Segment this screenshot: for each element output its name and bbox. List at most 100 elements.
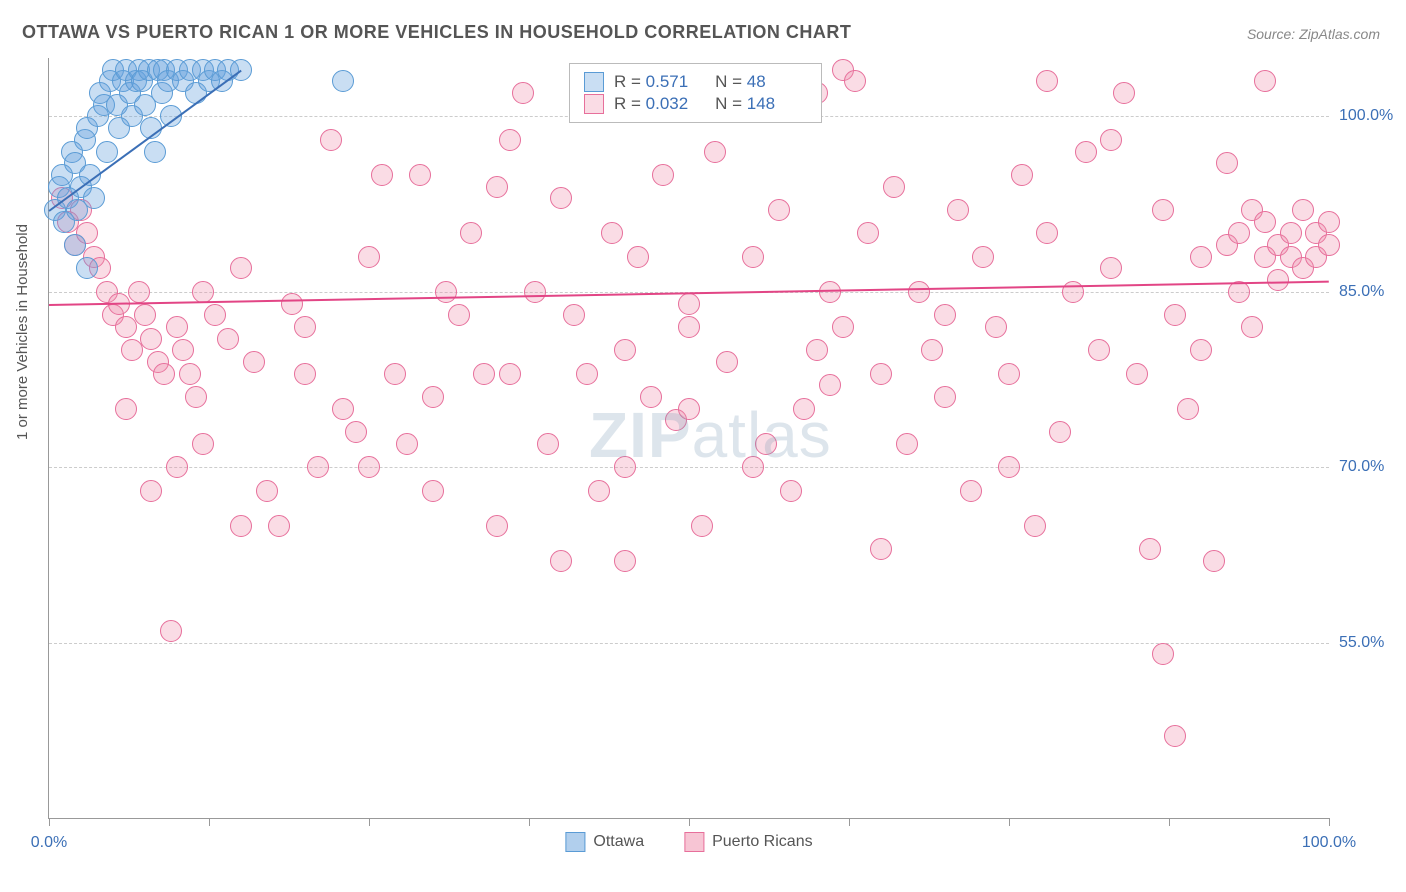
stats-legend-box: R = 0.571 N = 48R = 0.032 N = 148 bbox=[569, 63, 822, 123]
data-point bbox=[832, 316, 854, 338]
data-point bbox=[192, 281, 214, 303]
data-point bbox=[185, 386, 207, 408]
data-point bbox=[332, 398, 354, 420]
data-point bbox=[934, 304, 956, 326]
data-point bbox=[473, 363, 495, 385]
x-tick-label: 100.0% bbox=[1302, 834, 1356, 852]
data-point bbox=[1241, 316, 1263, 338]
data-point bbox=[627, 246, 649, 268]
data-point bbox=[192, 433, 214, 455]
data-point bbox=[358, 456, 380, 478]
legend-swatch bbox=[584, 72, 604, 92]
data-point bbox=[614, 550, 636, 572]
legend-swatch bbox=[565, 832, 585, 852]
data-point bbox=[588, 480, 610, 502]
data-point bbox=[160, 620, 182, 642]
data-point bbox=[883, 176, 905, 198]
data-point bbox=[601, 222, 623, 244]
data-point bbox=[806, 339, 828, 361]
data-point bbox=[179, 363, 201, 385]
data-point bbox=[499, 363, 521, 385]
data-point bbox=[166, 456, 188, 478]
data-point bbox=[1126, 363, 1148, 385]
data-point bbox=[755, 433, 777, 455]
data-point bbox=[371, 164, 393, 186]
legend-swatch bbox=[584, 94, 604, 114]
legend-item: Ottawa bbox=[565, 832, 644, 852]
data-point bbox=[1152, 643, 1174, 665]
stats-row: R = 0.571 N = 48 bbox=[584, 72, 807, 92]
data-point bbox=[172, 339, 194, 361]
data-point bbox=[1190, 339, 1212, 361]
data-point bbox=[1024, 515, 1046, 537]
data-point bbox=[614, 339, 636, 361]
x-tick bbox=[209, 818, 210, 826]
data-point bbox=[1100, 257, 1122, 279]
data-point bbox=[217, 328, 239, 350]
data-point bbox=[486, 515, 508, 537]
stats-text: R = 0.571 N = 48 bbox=[614, 72, 807, 92]
data-point bbox=[230, 515, 252, 537]
data-point bbox=[716, 351, 738, 373]
data-point bbox=[140, 328, 162, 350]
data-point bbox=[844, 70, 866, 92]
data-point bbox=[934, 386, 956, 408]
data-point bbox=[1011, 164, 1033, 186]
data-point bbox=[1049, 421, 1071, 443]
data-point bbox=[396, 433, 418, 455]
data-point bbox=[409, 164, 431, 186]
data-point bbox=[486, 176, 508, 198]
x-tick bbox=[849, 818, 850, 826]
data-point bbox=[857, 222, 879, 244]
data-point bbox=[166, 316, 188, 338]
data-point bbox=[320, 129, 342, 151]
data-point bbox=[435, 281, 457, 303]
data-point bbox=[1139, 538, 1161, 560]
data-point bbox=[921, 339, 943, 361]
x-tick bbox=[1009, 818, 1010, 826]
data-point bbox=[460, 222, 482, 244]
data-point bbox=[115, 316, 137, 338]
data-point bbox=[576, 363, 598, 385]
data-point bbox=[1292, 199, 1314, 221]
data-point bbox=[678, 398, 700, 420]
y-tick-label: 55.0% bbox=[1339, 634, 1399, 652]
data-point bbox=[134, 304, 156, 326]
data-point bbox=[640, 386, 662, 408]
data-point bbox=[1036, 222, 1058, 244]
data-point bbox=[345, 421, 367, 443]
data-point bbox=[422, 480, 444, 502]
data-point bbox=[332, 70, 354, 92]
data-point bbox=[537, 433, 559, 455]
data-point bbox=[83, 187, 105, 209]
legend-label: Ottawa bbox=[593, 833, 644, 851]
data-point bbox=[1088, 339, 1110, 361]
data-point bbox=[1254, 70, 1276, 92]
data-point bbox=[1216, 152, 1238, 174]
data-point bbox=[870, 363, 892, 385]
data-point bbox=[76, 257, 98, 279]
data-point bbox=[896, 433, 918, 455]
data-point bbox=[563, 304, 585, 326]
data-point bbox=[793, 398, 815, 420]
x-tick bbox=[1169, 818, 1170, 826]
x-tick bbox=[529, 818, 530, 826]
data-point bbox=[768, 199, 790, 221]
x-tick bbox=[369, 818, 370, 826]
y-tick-label: 100.0% bbox=[1339, 107, 1399, 125]
data-point bbox=[128, 281, 150, 303]
data-point bbox=[121, 339, 143, 361]
data-point bbox=[499, 129, 521, 151]
data-point bbox=[742, 246, 764, 268]
data-point bbox=[652, 164, 674, 186]
data-point bbox=[144, 141, 166, 163]
stats-row: R = 0.032 N = 148 bbox=[584, 94, 807, 114]
data-point bbox=[384, 363, 406, 385]
legend-label: Puerto Ricans bbox=[712, 833, 813, 851]
legend-swatch bbox=[684, 832, 704, 852]
data-point bbox=[870, 538, 892, 560]
legend-item: Puerto Ricans bbox=[684, 832, 813, 852]
data-point bbox=[140, 480, 162, 502]
x-tick bbox=[1329, 818, 1330, 826]
data-point bbox=[1228, 222, 1250, 244]
